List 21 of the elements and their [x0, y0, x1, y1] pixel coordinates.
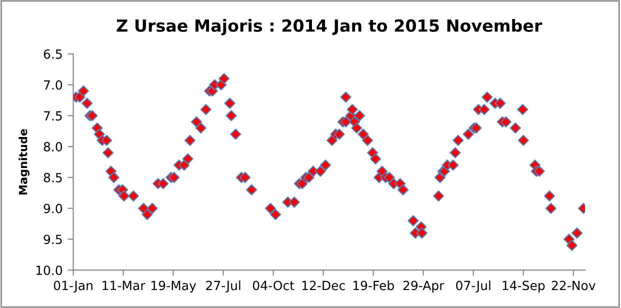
y-tick-label: 6.5	[44, 49, 62, 59]
x-tick-label: 19-May	[152, 280, 196, 293]
x-tick-label: 11-Mar	[102, 280, 146, 290]
x-tick-label: 01-Jan	[54, 280, 92, 293]
y-tick-label: 9.0	[44, 204, 62, 214]
x-tick-label: 29-Apr	[403, 280, 444, 293]
x-tick-label: 07-Jul	[456, 280, 490, 293]
y-axis-title: Magnitude	[18, 129, 30, 194]
y-tick-label: 9.5	[44, 234, 62, 244]
x-tick-label: 27-Jul	[206, 280, 240, 293]
y-tick-label: 7.0	[44, 80, 62, 90]
x-tick-label: 12-Dec	[302, 280, 345, 290]
y-tick-label: 10.0	[36, 266, 62, 276]
x-tick-label: 19-Feb	[353, 280, 394, 290]
x-tick-label: 14-Sep	[502, 280, 545, 293]
x-tick-label: 22-Nov	[552, 280, 596, 290]
y-tick-label: 7.5	[44, 111, 62, 121]
chart-title: Z Ursae Majoris : 2014 Jan to 2015 November	[116, 19, 542, 36]
y-tick-label: 8.0	[44, 142, 62, 152]
y-tick-label: 8.5	[44, 172, 62, 182]
x-tick-label: 04-Oct	[252, 280, 294, 290]
